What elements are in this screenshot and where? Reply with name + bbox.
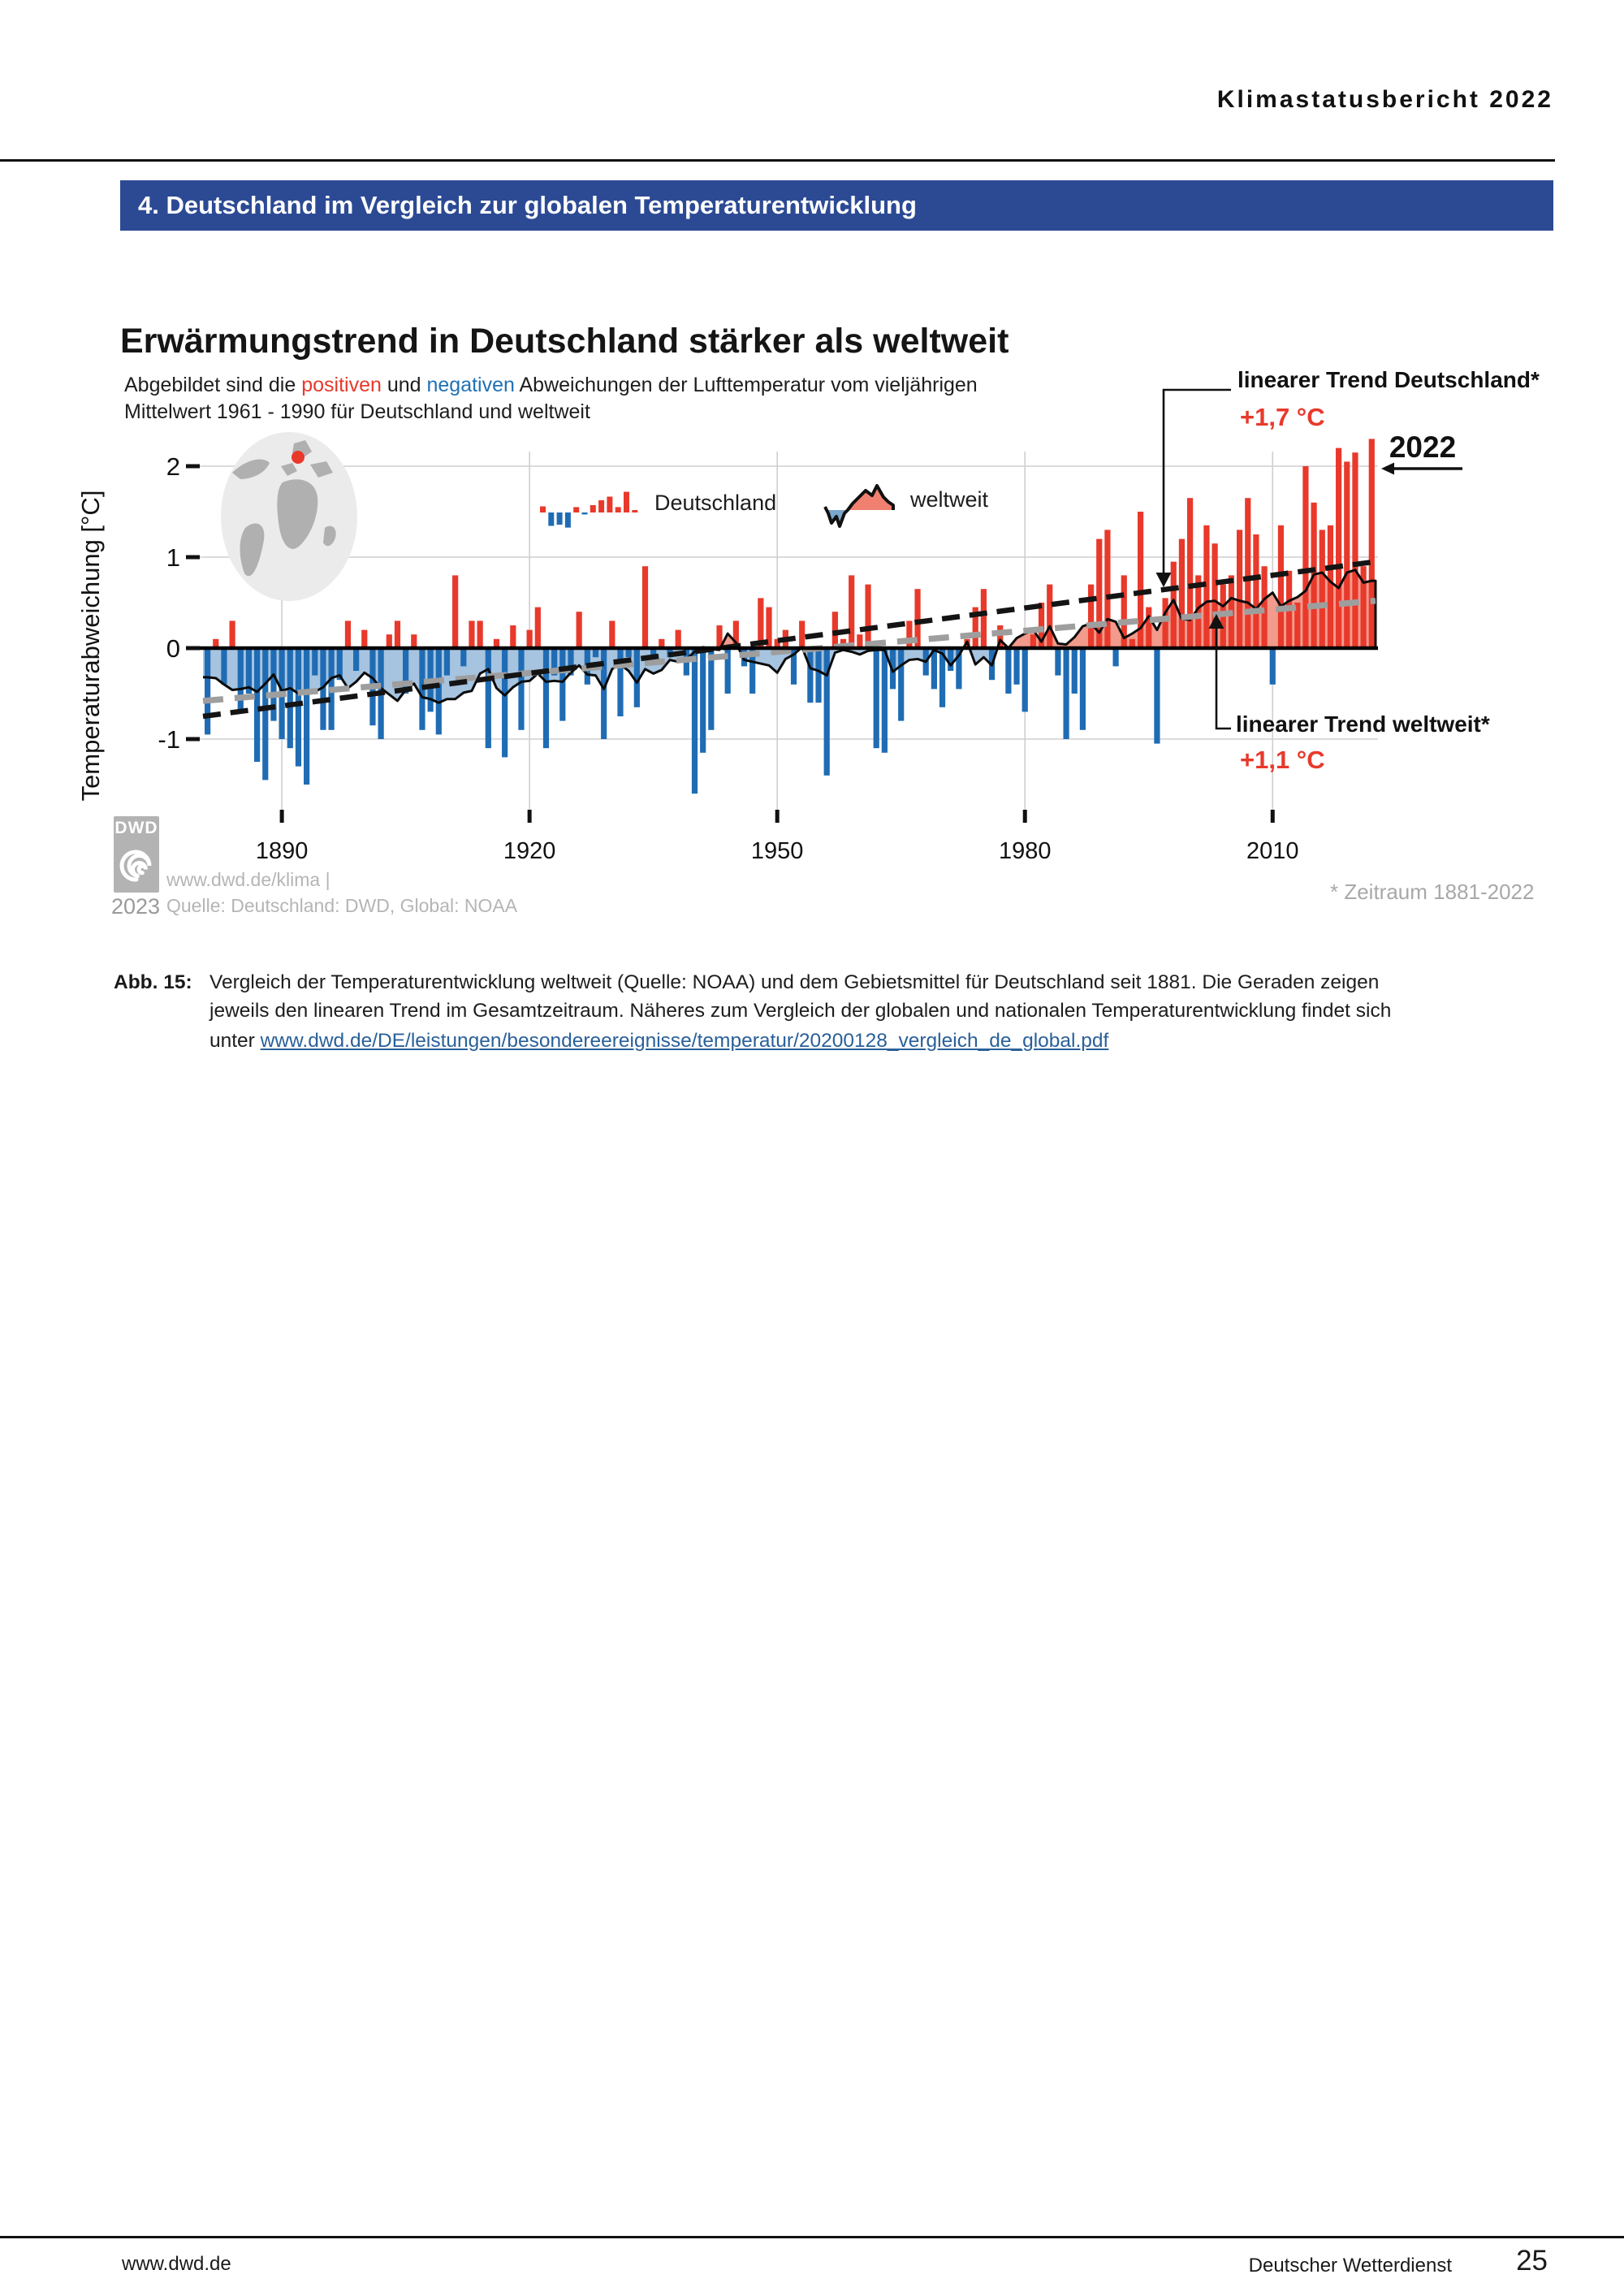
footer-rule: [0, 2236, 1624, 2238]
trend-lines: [202, 559, 1376, 720]
trend-germany-value: +1,7 °C: [1240, 403, 1325, 431]
section-banner: 4. Deutschland im Vergleich zur globalen…: [120, 180, 1553, 231]
dwd-logo-text: DWD: [114, 819, 158, 837]
legend-world-label: weltweit: [910, 487, 989, 512]
axis-ticks: 2 1 0 -1 1890 1920 1950 1980 2010: [158, 452, 1298, 864]
trend-germany-annotation: linearer Trend Deutschland*: [1237, 367, 1540, 392]
svg-text:2010: 2010: [1246, 838, 1299, 864]
caption-label: Abb. 15:: [114, 971, 192, 993]
footer-organisation: Deutscher Wetterdienst: [1248, 2255, 1452, 2277]
caption-link[interactable]: www.dwd.de/DE/leistungen/besondereereign…: [260, 1030, 1109, 1052]
caption-link-prefix: unter: [209, 1030, 261, 1052]
figure-subtitle: Abgebildet sind die positiven und negati…: [124, 372, 978, 426]
dwd-spiral-icon: [119, 850, 152, 882]
svg-text:1980: 1980: [999, 838, 1052, 864]
svg-text:1920: 1920: [503, 838, 556, 864]
world-outline: [203, 569, 1377, 704]
report-header: Klimastatusbericht 2022: [1216, 86, 1553, 113]
trend-world-annotation: linearer Trend weltweit*: [1236, 711, 1490, 737]
year-2022-marker: 2022: [1389, 430, 1457, 464]
caption-line-2: jeweils den linearen Trend im Gesamtzeit…: [209, 1000, 1392, 1022]
svg-text:1: 1: [166, 543, 180, 572]
subtitle-pre: Abgebildet sind die: [124, 374, 302, 396]
svg-text:2: 2: [166, 452, 180, 481]
svg-text:1950: 1950: [751, 838, 804, 864]
svg-text:1890: 1890: [256, 838, 309, 864]
caption-line-1: Vergleich der Temperaturentwicklung welt…: [209, 971, 1380, 993]
header-rule: [0, 159, 1555, 162]
page-number: 25: [1516, 2245, 1548, 2277]
credit-year: 2023: [111, 894, 161, 919]
period-footnote: * Zeitraum 1881-2022: [1330, 880, 1535, 904]
y-axis-label: Temperaturabweichung [°C]: [76, 490, 105, 802]
svg-text:-1: -1: [158, 725, 180, 754]
svg-text:0: 0: [166, 634, 180, 663]
trend-world-value: +1,1 °C: [1240, 746, 1325, 774]
subtitle-line2: Mittelwert 1961 - 1990 für Deutschland u…: [124, 400, 590, 423]
credit-url: www.dwd.de/klima |: [166, 869, 330, 890]
globe-icon: [221, 432, 357, 601]
legend-germany-icon: [540, 491, 638, 528]
footer-website: www.dwd.de: [122, 2253, 231, 2275]
germany-marker: [292, 451, 304, 464]
subtitle-mid: und: [381, 374, 427, 396]
figure-title: Erwärmungstrend in Deutschland stärker a…: [120, 322, 1009, 361]
subtitle-post: Abweichungen der Lufttemperatur vom viel…: [514, 374, 978, 396]
section-title: 4. Deutschland im Vergleich zur globalen…: [138, 191, 917, 219]
caption-line-3: unter www.dwd.de/DE/leistungen/besondere…: [209, 1030, 1108, 1053]
subtitle-negative-word: negativen: [426, 374, 515, 396]
subtitle-positive-word: positiven: [301, 374, 382, 396]
callout-arrows: [1155, 388, 1462, 730]
dwd-logo: DWD: [114, 816, 159, 893]
legend-world-icon: [823, 484, 895, 528]
legend-germany-label: Deutschland: [654, 491, 777, 515]
credit-source: Quelle: Deutschland: DWD, Global: NOAA: [166, 895, 518, 916]
